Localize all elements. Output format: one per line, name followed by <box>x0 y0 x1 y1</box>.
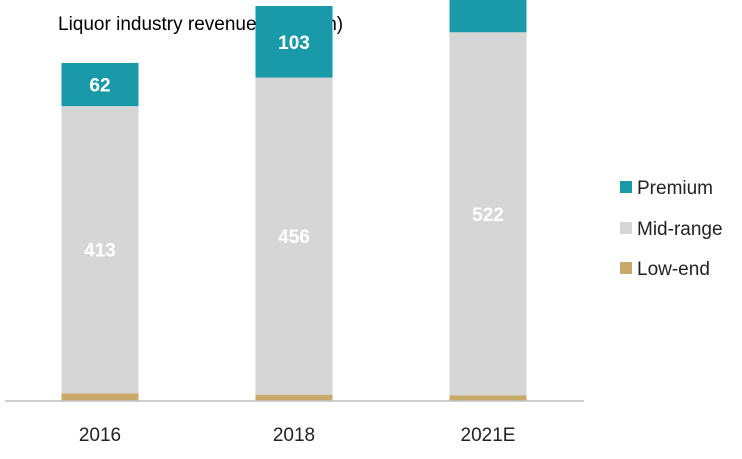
bar-segment-low-end-2021e <box>449 395 527 401</box>
legend-label-mid-range: Mid-range <box>637 219 723 240</box>
legend-label-low-end: Low-end <box>637 259 710 280</box>
legend-swatch-low-end <box>620 262 632 274</box>
legend-swatch-mid-range <box>620 222 632 234</box>
legend-label-premium: Premium <box>637 178 713 199</box>
data-label-mid-range-2018: 456 <box>278 227 310 248</box>
x-tick-label-2016: 2016 <box>79 425 121 446</box>
legend-swatch-premium <box>620 181 632 193</box>
bars-layer: 41362456103522170 <box>61 0 527 401</box>
bar-segment-premium-2016 <box>61 63 139 107</box>
bar-segment-premium-2018 <box>255 6 333 78</box>
bar-segment-mid-range-2018 <box>255 77 333 395</box>
data-label-premium-2016: 62 <box>89 76 110 97</box>
data-label-mid-range-2016: 413 <box>84 241 116 262</box>
bar-segment-mid-range-2021e <box>449 32 527 396</box>
bar-segment-low-end-2018 <box>255 394 333 401</box>
bar-segment-low-end-2016 <box>61 393 139 401</box>
bar-segment-premium-2021e <box>449 0 527 33</box>
data-label-mid-range-2021e: 522 <box>472 205 504 226</box>
bar-segment-mid-range-2016 <box>61 106 139 394</box>
x-tick-label-2018: 2018 <box>273 425 315 446</box>
data-label-premium-2018: 103 <box>278 33 310 54</box>
x-tick-label-2021e: 2021E <box>461 425 516 446</box>
x-tick-labels: 2016 2018 2021E <box>79 425 516 446</box>
legend: Premium Mid-range Low-end <box>620 178 723 280</box>
